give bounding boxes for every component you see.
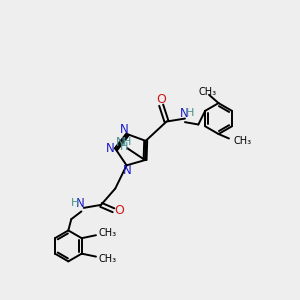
Text: H: H	[71, 198, 80, 208]
Text: N: N	[180, 107, 189, 120]
Text: H: H	[119, 142, 128, 152]
Text: H: H	[123, 137, 131, 147]
Text: H: H	[185, 108, 194, 118]
Text: N: N	[123, 164, 131, 177]
Text: N: N	[120, 123, 128, 136]
Text: O: O	[156, 93, 166, 106]
Text: N: N	[116, 136, 124, 149]
Text: CH₃: CH₃	[99, 254, 117, 264]
Text: N: N	[76, 196, 85, 210]
Text: CH₃: CH₃	[233, 136, 251, 146]
Text: N: N	[106, 142, 114, 155]
Text: O: O	[115, 204, 124, 217]
Text: CH₃: CH₃	[99, 228, 117, 238]
Text: CH₃: CH₃	[199, 87, 217, 97]
